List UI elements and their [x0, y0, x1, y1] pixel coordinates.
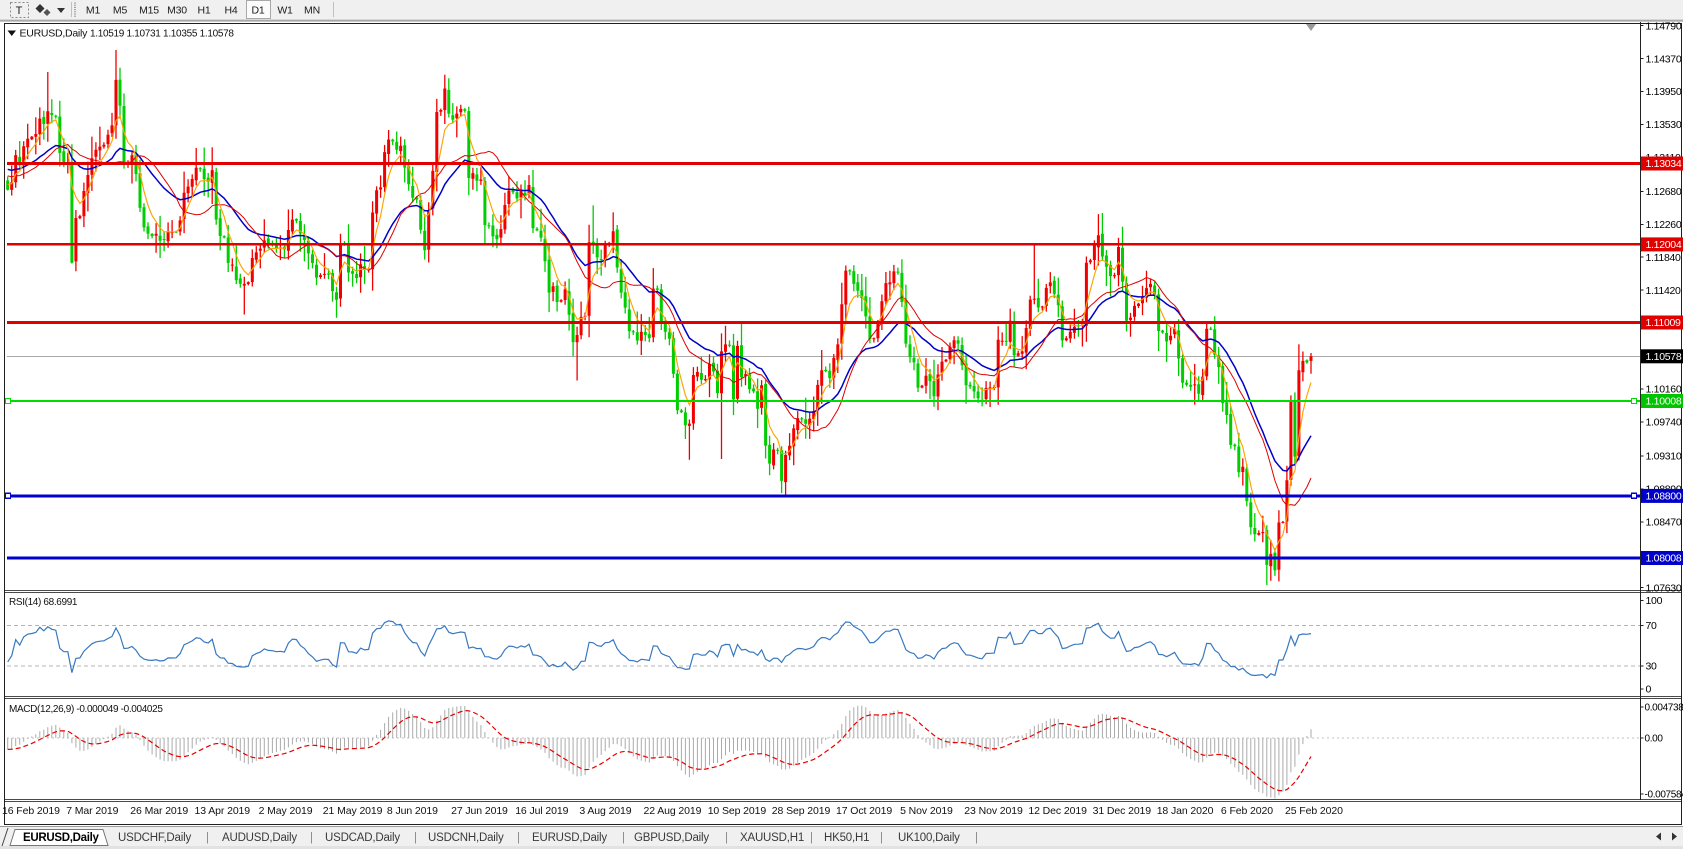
svg-text:|: | — [622, 832, 625, 844]
svg-text:26 Mar 2019: 26 Mar 2019 — [130, 805, 188, 817]
svg-text:1.14370: 1.14370 — [1646, 53, 1682, 65]
svg-text:1.13950: 1.13950 — [1646, 86, 1682, 98]
svg-text:0.00: 0.00 — [1645, 734, 1664, 745]
svg-text:H4: H4 — [224, 5, 237, 17]
svg-text:1.09310: 1.09310 — [1646, 450, 1682, 462]
svg-text:16 Jul 2019: 16 Jul 2019 — [515, 805, 568, 817]
svg-text:1.13530: 1.13530 — [1646, 119, 1682, 131]
svg-text:13 Apr 2019: 13 Apr 2019 — [195, 805, 251, 817]
svg-text:|: | — [810, 832, 813, 844]
svg-text:16 Feb 2019: 16 Feb 2019 — [2, 805, 60, 817]
svg-text:M15: M15 — [139, 5, 159, 17]
svg-text:MN: MN — [304, 5, 320, 17]
svg-text:|: | — [206, 832, 209, 844]
svg-text:21 May 2019: 21 May 2019 — [323, 805, 383, 817]
svg-text:5 Nov 2019: 5 Nov 2019 — [900, 805, 953, 817]
svg-text:UK100,Daily: UK100,Daily — [898, 832, 960, 844]
svg-text:31 Dec 2019: 31 Dec 2019 — [1093, 805, 1152, 817]
svg-text:D1: D1 — [251, 5, 264, 17]
svg-text:USDCAD,Daily: USDCAD,Daily — [325, 832, 400, 844]
svg-text:28 Sep 2019: 28 Sep 2019 — [772, 805, 831, 817]
svg-text:RSI(14) 68.6991: RSI(14) 68.6991 — [9, 597, 78, 608]
svg-text:EURUSD,Daily: EURUSD,Daily — [23, 832, 100, 844]
svg-text:AUDUSD,Daily: AUDUSD,Daily — [222, 832, 297, 844]
svg-text:1.10008: 1.10008 — [1646, 396, 1682, 408]
svg-text:1.08470: 1.08470 — [1646, 516, 1682, 528]
svg-text:M1: M1 — [86, 5, 101, 17]
svg-text:GBPUSD,Daily: GBPUSD,Daily — [634, 832, 709, 844]
svg-text:HK50,H1: HK50,H1 — [824, 832, 869, 844]
svg-text:1.11840: 1.11840 — [1646, 252, 1682, 264]
svg-text:EURUSD,Daily: EURUSD,Daily — [532, 832, 607, 844]
svg-text:|: | — [310, 832, 313, 844]
svg-text:1.12260: 1.12260 — [1646, 219, 1682, 231]
svg-text:27 Jun 2019: 27 Jun 2019 — [451, 805, 508, 817]
svg-text:M30: M30 — [167, 5, 187, 17]
svg-text:100: 100 — [1646, 595, 1663, 607]
svg-text:EURUSD,Daily: EURUSD,Daily — [20, 28, 89, 40]
svg-text:|: | — [880, 832, 883, 844]
svg-text:|: | — [414, 832, 417, 844]
svg-text:1.10160: 1.10160 — [1646, 384, 1682, 396]
svg-text:0: 0 — [1646, 684, 1652, 696]
svg-text:8 Jun 2019: 8 Jun 2019 — [387, 805, 438, 817]
svg-text:|: | — [725, 832, 728, 844]
svg-text:|: | — [517, 832, 520, 844]
svg-text:W1: W1 — [277, 5, 293, 17]
svg-text:70: 70 — [1646, 620, 1658, 632]
svg-text:1.11009: 1.11009 — [1646, 317, 1682, 329]
svg-text:12 Dec 2019: 12 Dec 2019 — [1028, 805, 1087, 817]
svg-text:1.14790: 1.14790 — [1646, 20, 1682, 32]
svg-text:30: 30 — [1646, 661, 1658, 673]
svg-text:23 Nov 2019: 23 Nov 2019 — [964, 805, 1023, 817]
svg-text:7 Mar 2019: 7 Mar 2019 — [66, 805, 118, 817]
svg-text:18 Jan 2020: 18 Jan 2020 — [1157, 805, 1214, 817]
svg-text:1.10578: 1.10578 — [1646, 351, 1682, 363]
svg-text:M5: M5 — [113, 5, 128, 17]
svg-text:USDCHF,Daily: USDCHF,Daily — [118, 832, 191, 844]
svg-text:1.10519 1.10731 1.10355 1.1057: 1.10519 1.10731 1.10355 1.10578 — [90, 29, 234, 40]
svg-text:1.08800: 1.08800 — [1646, 491, 1682, 503]
svg-text:2 May 2019: 2 May 2019 — [259, 805, 313, 817]
svg-text:0.004738: 0.004738 — [1645, 703, 1683, 714]
svg-text:H1: H1 — [197, 5, 210, 17]
svg-text:1.13034: 1.13034 — [1646, 158, 1682, 170]
svg-text:6 Feb 2020: 6 Feb 2020 — [1221, 805, 1273, 817]
svg-text:25 Feb 2020: 25 Feb 2020 — [1285, 805, 1343, 817]
svg-text:1.09740: 1.09740 — [1646, 417, 1682, 429]
svg-text:3 Aug 2019: 3 Aug 2019 — [579, 805, 631, 817]
svg-text:1.07630: 1.07630 — [1646, 582, 1682, 594]
svg-text:-0.007584: -0.007584 — [1645, 790, 1683, 801]
svg-text:10 Sep 2019: 10 Sep 2019 — [708, 805, 767, 817]
svg-text:MACD(12,26,9) -0.000049 -0.004: MACD(12,26,9) -0.000049 -0.004025 — [9, 704, 163, 715]
svg-text:USDCNH,Daily: USDCNH,Daily — [428, 832, 504, 844]
svg-text:1.11420: 1.11420 — [1646, 285, 1682, 297]
svg-text:1.12680: 1.12680 — [1646, 186, 1682, 198]
svg-text:|: | — [975, 832, 978, 844]
svg-text:1.08008: 1.08008 — [1646, 553, 1682, 565]
svg-text:1.12004: 1.12004 — [1646, 239, 1682, 251]
svg-text:T: T — [16, 5, 23, 17]
svg-text:22 Aug 2019: 22 Aug 2019 — [644, 805, 702, 817]
svg-text:17 Oct 2019: 17 Oct 2019 — [836, 805, 892, 817]
svg-text:XAUUSD,H1: XAUUSD,H1 — [740, 832, 804, 844]
